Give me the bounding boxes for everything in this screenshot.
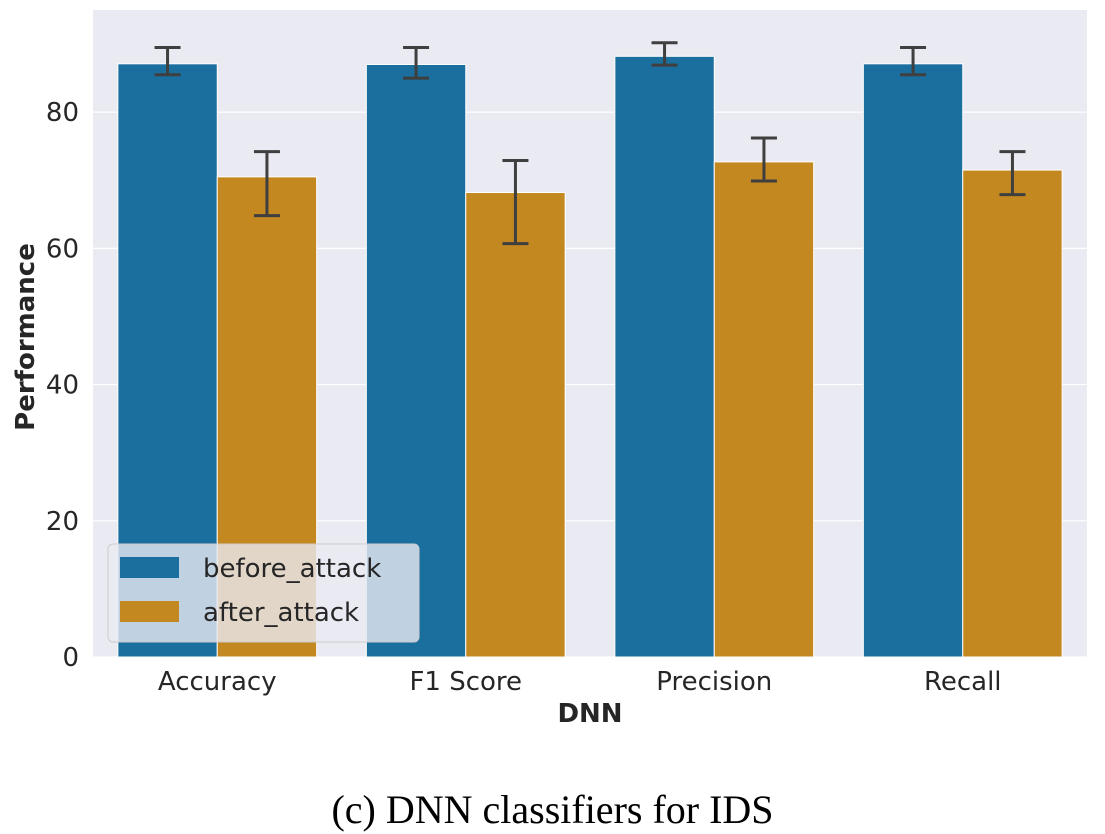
bar-after-attack-precision	[713, 161, 815, 658]
figure-caption: (c) DNN classifiers for IDS	[331, 787, 774, 832]
x-axis-ticks: Accuracy F1 Score Precision Recall	[158, 667, 1002, 697]
bar-before-attack-precision	[614, 55, 715, 658]
bar-after-attack-f1-score	[465, 192, 566, 658]
bar-after-attack-recall	[962, 169, 1063, 658]
bar-chart: 0 20 40 60 80 Accuracy F1 Score Precision Recal…	[11, 10, 1087, 729]
y-tick-label: 80	[46, 98, 79, 128]
legend[interactable]: before_attack after_attack	[107, 543, 420, 643]
x-tick-label: F1 Score	[409, 667, 522, 697]
legend-label-before-attack: before_attack	[203, 554, 381, 584]
x-tick-label: Recall	[924, 667, 1002, 697]
y-tick-label: 40	[46, 371, 79, 401]
y-tick-label: 20	[46, 507, 79, 537]
legend-swatch-after-attack	[120, 601, 179, 622]
y-axis-ticks: 0 20 40 60 80	[46, 98, 79, 673]
legend-box	[107, 543, 420, 643]
x-tick-label: Accuracy	[158, 667, 277, 697]
y-tick-label: 60	[46, 234, 79, 264]
x-axis-title: DNN	[557, 699, 622, 729]
error-bars	[154, 41, 1026, 246]
y-tick-label: 0	[62, 643, 79, 673]
legend-label-after-attack: after_attack	[203, 598, 359, 628]
legend-swatch-before-attack	[120, 557, 179, 578]
y-axis-title: Performance	[11, 243, 41, 431]
bar-before-attack-recall	[862, 63, 964, 658]
x-tick-label: Precision	[656, 667, 772, 697]
